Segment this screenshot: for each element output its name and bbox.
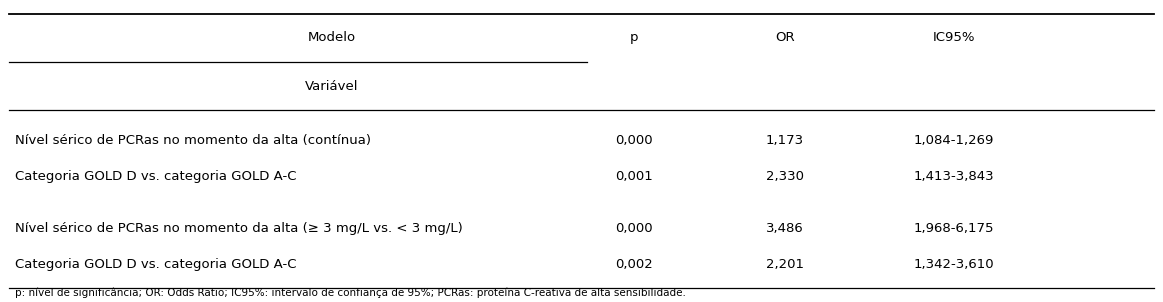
Text: Modelo: Modelo bbox=[307, 31, 356, 44]
Text: Categoria GOLD D vs. categoria GOLD A-C: Categoria GOLD D vs. categoria GOLD A-C bbox=[15, 258, 297, 271]
Text: Categoria GOLD D vs. categoria GOLD A-C: Categoria GOLD D vs. categoria GOLD A-C bbox=[15, 170, 297, 183]
Text: 1,413-3,843: 1,413-3,843 bbox=[913, 170, 994, 183]
Text: p: nível de significância; OR: Odds Ratio; IC95%: intervalo de confiança de 95%;: p: nível de significância; OR: Odds Rati… bbox=[15, 288, 686, 298]
Text: OR: OR bbox=[776, 31, 794, 44]
Text: 1,968-6,175: 1,968-6,175 bbox=[913, 221, 994, 235]
Text: 0,001: 0,001 bbox=[615, 170, 652, 183]
Text: 1,084-1,269: 1,084-1,269 bbox=[913, 134, 994, 147]
Text: 2,330: 2,330 bbox=[766, 170, 804, 183]
Text: Nível sérico de PCRas no momento da alta (≥ 3 mg/L vs. < 3 mg/L): Nível sérico de PCRas no momento da alta… bbox=[15, 221, 463, 235]
Text: 1,342-3,610: 1,342-3,610 bbox=[913, 258, 994, 271]
Text: 1,173: 1,173 bbox=[766, 134, 804, 147]
Text: 0,002: 0,002 bbox=[615, 258, 652, 271]
Text: IC95%: IC95% bbox=[933, 31, 975, 44]
Text: 0,000: 0,000 bbox=[615, 134, 652, 147]
Text: Nível sérico de PCRas no momento da alta (contínua): Nível sérico de PCRas no momento da alta… bbox=[15, 134, 371, 147]
Text: p: p bbox=[629, 31, 638, 44]
Text: Variável: Variável bbox=[305, 79, 358, 93]
Text: 3,486: 3,486 bbox=[766, 221, 804, 235]
Text: 0,000: 0,000 bbox=[615, 221, 652, 235]
Text: 2,201: 2,201 bbox=[766, 258, 804, 271]
